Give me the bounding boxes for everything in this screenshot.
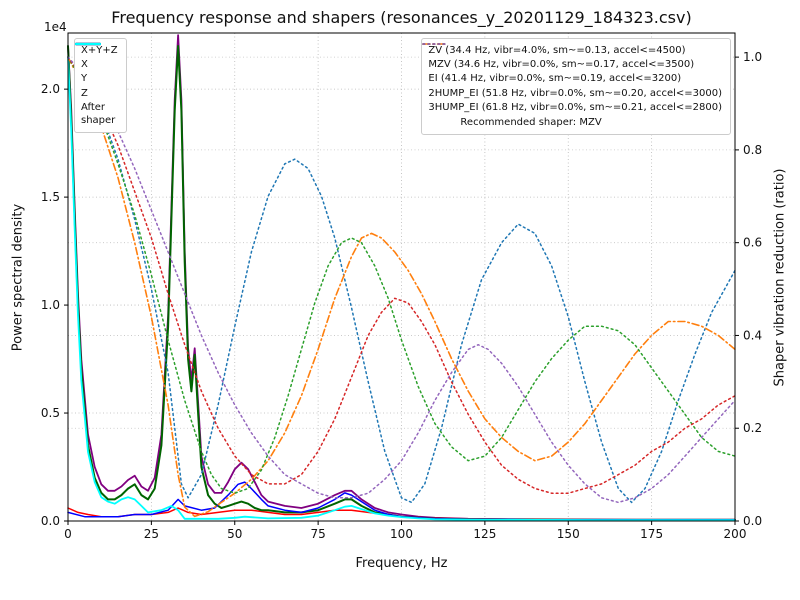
legend-line-swatch (422, 43, 449, 45)
legend-shaper-item: EI (41.4 Hz, vibr=0.0%, sm~=0.19, accel<… (422, 43, 722, 85)
x-tick-label: 0 (64, 527, 72, 541)
y-axis-label-left: Power spectral density (10, 203, 26, 352)
y-right-tick-label: 0.6 (743, 236, 762, 250)
legend-shaper-item-label: EI (41.4 Hz, vibr=0.0%, sm~=0.19, accel<… (428, 73, 682, 85)
y-axis-label-right: Shaper vibration reduction (ratio) (772, 168, 788, 387)
x-tick-label: 150 (557, 527, 580, 541)
legend-shapers: ZV (34.4 Hz, vibr=4.0%, sm~=0.13, accel<… (421, 38, 731, 136)
y-right-tick-label: 0.0 (743, 514, 762, 528)
legend-shaper-item-label: MZV (34.6 Hz, vibr=0.0%, sm~=0.17, accel… (428, 59, 695, 71)
y-left-tick-label: 0.5 (41, 406, 60, 420)
legend-psd-item: After shaper (75, 42, 118, 127)
series-line-y (67, 45, 736, 521)
series-line-ei (67, 56, 736, 494)
x-tick-label: 200 (724, 527, 747, 541)
y-axis-offset-text: 1e4 (44, 20, 67, 34)
y-left-tick-label: 1.0 (41, 298, 60, 312)
legend-psd-item-label: X+Y+Z (81, 45, 118, 56)
series-line-3hump_ei (67, 56, 736, 504)
chart-title: Frequency response and shapers (resonanc… (111, 8, 692, 27)
x-tick-label: 25 (144, 527, 159, 541)
legend-psd-item-label: X (81, 59, 88, 71)
y-right-tick-label: 0.8 (743, 143, 762, 157)
y-right-tick-label: 0.4 (743, 328, 762, 342)
legend-psd-item-label: After shaper (81, 101, 116, 126)
legend-shaper-item-label: 3HUMP_EI (61.8 Hz, vibr=0.0%, sm~=0.21, … (428, 101, 722, 113)
legend-shaper-item: MZV (34.6 Hz, vibr=0.0%, sm~=0.17, accel… (422, 43, 722, 71)
series-line-zv (67, 56, 736, 504)
legend-psd: X+Y+Z X Y Z After shaper (74, 38, 127, 134)
legend-shaper-item: 3HUMP_EI (61.8 Hz, vibr=0.0%, sm~=0.21, … (422, 43, 722, 114)
y-right-tick-label: 0.2 (743, 421, 762, 435)
legend-shaper-item: 2HUMP_EI (51.8 Hz, vibr=0.0%, sm~=0.20, … (422, 43, 722, 100)
legend-psd-item: Y (75, 42, 118, 85)
legend-psd-item: X (75, 42, 118, 71)
legend-shaper-item-label: ZV (34.4 Hz, vibr=4.0%, sm~=0.13, accel<… (428, 45, 686, 56)
y-left-tick-label: 2.0 (41, 82, 60, 96)
series-line-mzv (67, 56, 736, 518)
x-tick-label: 175 (640, 527, 663, 541)
series-line-after-shaper (67, 55, 736, 521)
legend-recommended-shaper: Recommended shaper: MZV (460, 116, 602, 128)
x-tick-label: 125 (473, 527, 496, 541)
legend-line-swatch (75, 42, 101, 46)
x-axis-label: Frequency, Hz (355, 556, 448, 571)
legend-shaper-item: ZV (34.4 Hz, vibr=4.0%, sm~=0.13, accel<… (422, 43, 722, 57)
x-tick-label: 100 (390, 527, 413, 541)
y-left-tick-label: 0.0 (41, 514, 60, 528)
y-left-tick-label: 1.5 (41, 190, 60, 204)
x-tick-label: 75 (310, 527, 325, 541)
legend-psd-item: Z (75, 42, 118, 100)
legend-shaper-item-label: 2HUMP_EI (51.8 Hz, vibr=0.0%, sm~=0.20, … (428, 87, 722, 99)
series-line-2hump_ei (67, 56, 736, 494)
legend-psd-item-label: Y (81, 73, 88, 85)
y-right-tick-label: 1.0 (743, 50, 762, 64)
legend-psd-item-label: Z (81, 87, 88, 99)
x-tick-label: 50 (227, 527, 242, 541)
